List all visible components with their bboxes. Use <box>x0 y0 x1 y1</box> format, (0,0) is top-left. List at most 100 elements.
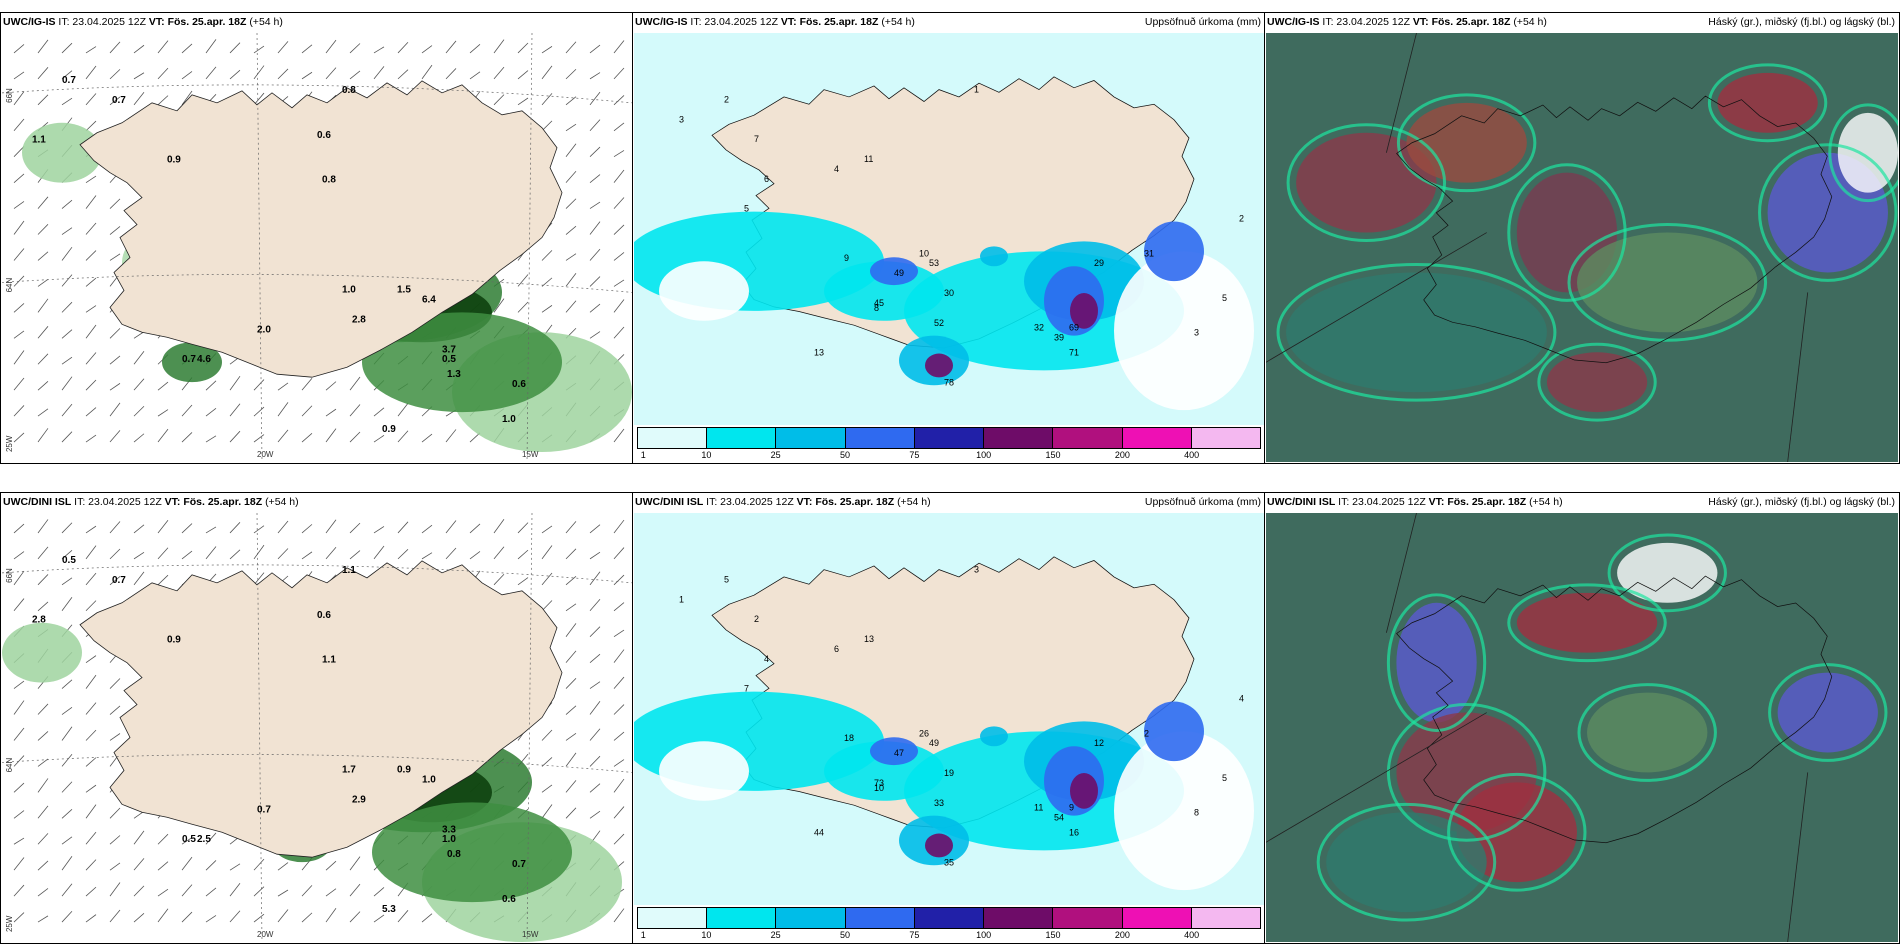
precip-value-label: 49 <box>929 738 939 748</box>
lon-coord-label: 15W <box>522 930 539 939</box>
vt-label: VT: <box>1412 16 1429 28</box>
wind-value-label: 0.9 <box>167 155 181 166</box>
wind-barb <box>469 551 481 560</box>
wind-barb <box>13 377 25 391</box>
cloud-edge <box>1507 163 1627 302</box>
precip-value-label: 2 <box>754 614 759 624</box>
wind-barb <box>229 69 241 80</box>
wind-barb <box>61 522 73 534</box>
wind-barb <box>157 888 169 897</box>
wind-barb <box>37 574 49 586</box>
wind-barb <box>421 45 433 54</box>
wind-barb <box>37 519 49 534</box>
lead-time: (+54 h) <box>265 496 299 508</box>
wind-barb <box>253 379 265 391</box>
wind-map[interactable]: 66N 64N 25W 20W 15W 0.5 2.8 0.7 1.1 0.6 0.9 0.5 1.0 0… <box>2 513 632 942</box>
wind-barb <box>205 526 217 534</box>
wind-barb <box>253 572 265 586</box>
wind-barb <box>253 92 265 106</box>
wind-barb <box>37 278 49 287</box>
wind-barb <box>157 833 169 845</box>
wind-barb <box>13 275 25 287</box>
wind-barb <box>61 227 73 235</box>
wind-speed-area <box>2 622 82 683</box>
precip-area <box>1144 701 1204 762</box>
wind-panel-top: UWC/IG-IS IT: 23.04.2025 12Z VT: Fös. 25… <box>0 12 634 464</box>
lead-time: (+54 h) <box>1529 496 1563 508</box>
wind-value-label: 2.0 <box>257 324 271 335</box>
wind-barb <box>373 46 385 54</box>
wind-barb <box>373 435 385 443</box>
precip-value-label: 3 <box>1194 328 1199 338</box>
wind-barb <box>13 91 25 106</box>
wind-value-label: 2.8 <box>32 615 46 626</box>
precip-value-label: 9 <box>844 253 849 263</box>
cloud-area <box>1617 542 1718 603</box>
wind-value-label: 0.7 <box>512 859 526 870</box>
wind-barb <box>181 856 193 871</box>
wind-barb <box>109 576 121 586</box>
wind-barb <box>61 706 73 715</box>
wind-speed-area <box>22 122 102 183</box>
colorbar-swatch <box>707 428 777 448</box>
wind-barb <box>13 248 25 261</box>
wind-barb <box>253 544 265 560</box>
wind-barb <box>61 883 73 897</box>
lat-coord-label: 25W <box>5 915 14 932</box>
panel-header: UWC/DINI ISL IT: 23.04.2025 12Z VT: Fös.… <box>1267 496 1895 512</box>
cloud-map[interactable] <box>1266 33 1898 462</box>
precip-area <box>1144 221 1204 282</box>
wind-barb <box>133 44 145 54</box>
wind-barb <box>85 379 97 391</box>
wind-barb <box>613 326 625 339</box>
wind-barb <box>565 170 577 183</box>
wind-barb <box>181 911 193 923</box>
precip-value-label: 3 <box>679 114 684 124</box>
wind-barb <box>589 571 601 586</box>
vt-label: VT: <box>796 496 813 508</box>
wind-barb <box>541 525 553 534</box>
wind-barb <box>445 520 457 534</box>
model-name: UWC/DINI ISL <box>3 496 72 508</box>
precip-map[interactable]: 1 3 2 7 6 5 4 11 10 8 9 13 49 53 45 30 78 39 52 71 69 32 29 31 2… <box>634 33 1264 425</box>
wind-barb <box>493 94 505 106</box>
wind-barb <box>397 910 409 923</box>
cloud-map[interactable] <box>1266 513 1898 942</box>
wind-barb <box>253 45 265 54</box>
precip-value-label: 5 <box>724 574 729 584</box>
wind-barb <box>13 598 25 612</box>
colorbar-tick-label: 100 <box>976 450 992 460</box>
wind-barb <box>181 523 193 534</box>
wind-barb <box>613 428 625 443</box>
wind-barb <box>565 521 577 534</box>
precip-map[interactable]: 3 1 5 2 4 7 6 13 26 10 18 44 47 49 73 19 35 54 33 16 9 11 12 2 4… <box>634 513 1264 905</box>
wind-barb <box>589 755 601 767</box>
wind-barb <box>253 886 265 897</box>
wind-barb <box>85 434 97 443</box>
wind-barb <box>13 201 25 209</box>
wind-barb <box>133 524 145 534</box>
colorbar-swatch <box>638 908 708 928</box>
wind-barb <box>421 913 433 923</box>
precip-value-label: 18 <box>844 733 854 743</box>
wind-barb <box>613 169 625 183</box>
wind-barb <box>37 67 49 80</box>
precip-title: Uppsöfnuð úrkoma (mm) <box>1144 496 1261 508</box>
wind-barb <box>13 146 25 157</box>
wind-barb <box>205 915 217 923</box>
wind-barb <box>61 726 73 741</box>
wind-barb <box>301 44 313 54</box>
wind-barb <box>61 836 73 845</box>
lat-coord-label: 66N <box>5 88 14 103</box>
wind-barb <box>349 43 361 54</box>
wind-barb <box>133 571 145 586</box>
wind-barb <box>61 199 73 209</box>
wind-barb <box>37 731 49 741</box>
wind-barb <box>277 548 289 560</box>
wind-barb <box>349 404 361 417</box>
wind-barb <box>157 519 169 534</box>
colorbar-tick-label: 100 <box>976 930 992 940</box>
wind-value-label: 1.0 <box>502 414 516 425</box>
valid-time: Fös. 25.apr. 18Z <box>1431 16 1511 28</box>
wind-map[interactable]: 66N 64N 25W 20W 15W 0.7 1.1 0.7 0.8 0.6 0.9 0.7 0.5 1… <box>2 33 632 462</box>
